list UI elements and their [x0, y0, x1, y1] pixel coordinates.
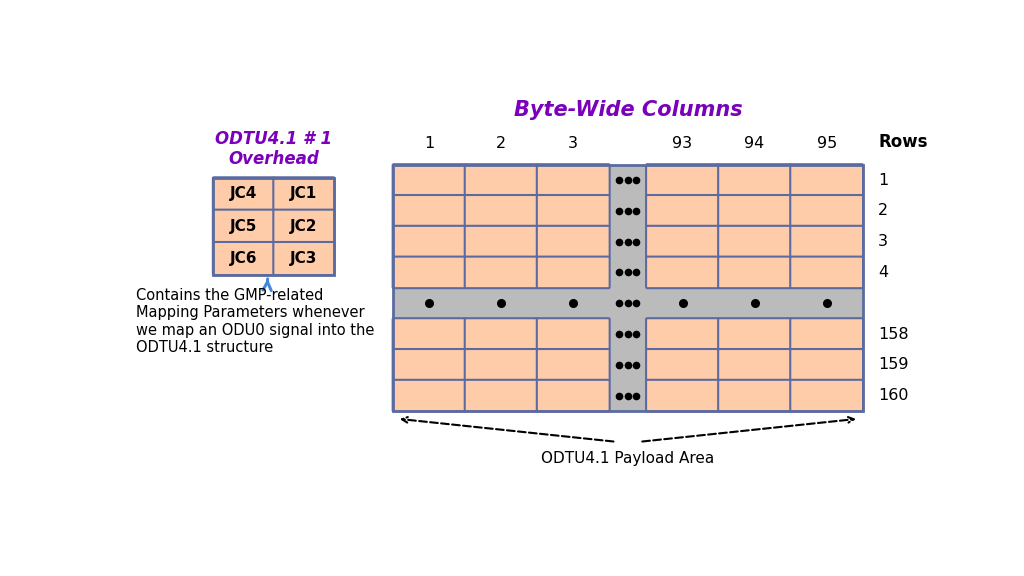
- FancyBboxPatch shape: [537, 257, 609, 288]
- FancyBboxPatch shape: [537, 349, 609, 381]
- FancyBboxPatch shape: [791, 195, 863, 226]
- Text: 158: 158: [879, 327, 909, 342]
- FancyBboxPatch shape: [718, 318, 791, 350]
- FancyBboxPatch shape: [791, 257, 863, 288]
- FancyBboxPatch shape: [465, 164, 538, 196]
- Text: 2: 2: [879, 203, 889, 218]
- FancyBboxPatch shape: [646, 164, 719, 196]
- Text: 93: 93: [673, 136, 692, 151]
- FancyBboxPatch shape: [392, 318, 466, 350]
- FancyBboxPatch shape: [465, 349, 538, 381]
- FancyBboxPatch shape: [465, 380, 538, 411]
- FancyBboxPatch shape: [213, 242, 274, 275]
- Text: ODTU4.1 Payload Area: ODTU4.1 Payload Area: [542, 451, 715, 466]
- Text: 1: 1: [424, 136, 434, 151]
- FancyBboxPatch shape: [537, 195, 609, 226]
- FancyBboxPatch shape: [646, 349, 719, 381]
- FancyBboxPatch shape: [718, 164, 791, 196]
- FancyBboxPatch shape: [537, 164, 609, 196]
- Text: 1: 1: [879, 172, 889, 188]
- Text: 160: 160: [879, 388, 908, 403]
- FancyBboxPatch shape: [791, 226, 863, 257]
- Text: 4: 4: [879, 265, 889, 280]
- Text: 94: 94: [744, 136, 765, 151]
- FancyBboxPatch shape: [718, 226, 791, 257]
- Text: ODTU4.1 # 1
Overhead: ODTU4.1 # 1 Overhead: [215, 130, 332, 168]
- FancyBboxPatch shape: [273, 177, 335, 210]
- FancyBboxPatch shape: [537, 226, 609, 257]
- FancyBboxPatch shape: [718, 349, 791, 381]
- Text: Contains the GMP-related
Mapping Parameters whenever
we map an ODU0 signal into : Contains the GMP-related Mapping Paramet…: [136, 288, 374, 355]
- FancyBboxPatch shape: [646, 195, 719, 226]
- Text: Rows: Rows: [879, 132, 928, 151]
- FancyBboxPatch shape: [646, 226, 719, 257]
- Text: 2: 2: [496, 136, 506, 151]
- Text: JC4: JC4: [229, 187, 257, 202]
- FancyBboxPatch shape: [392, 195, 466, 226]
- Text: JC3: JC3: [290, 251, 317, 266]
- Text: 95: 95: [816, 136, 837, 151]
- FancyBboxPatch shape: [213, 177, 274, 210]
- FancyBboxPatch shape: [718, 380, 791, 411]
- Text: JC5: JC5: [229, 219, 257, 234]
- FancyBboxPatch shape: [392, 164, 466, 196]
- FancyBboxPatch shape: [392, 257, 466, 288]
- FancyBboxPatch shape: [273, 242, 335, 275]
- Text: Byte-Wide Columns: Byte-Wide Columns: [514, 100, 742, 120]
- Bar: [393, 165, 862, 411]
- FancyBboxPatch shape: [392, 349, 466, 381]
- Text: 159: 159: [879, 357, 908, 372]
- FancyBboxPatch shape: [465, 318, 538, 350]
- FancyBboxPatch shape: [791, 164, 863, 196]
- Text: 3: 3: [568, 136, 579, 151]
- FancyBboxPatch shape: [537, 318, 609, 350]
- FancyBboxPatch shape: [392, 380, 466, 411]
- FancyBboxPatch shape: [646, 318, 719, 350]
- FancyBboxPatch shape: [791, 349, 863, 381]
- Bar: [609, 165, 646, 411]
- Text: JC2: JC2: [290, 219, 317, 234]
- FancyBboxPatch shape: [718, 195, 791, 226]
- Text: JC6: JC6: [229, 251, 257, 266]
- FancyBboxPatch shape: [213, 210, 274, 242]
- FancyBboxPatch shape: [465, 195, 538, 226]
- FancyBboxPatch shape: [791, 380, 863, 411]
- FancyBboxPatch shape: [537, 380, 609, 411]
- FancyBboxPatch shape: [791, 318, 863, 350]
- FancyBboxPatch shape: [392, 226, 466, 257]
- Text: JC1: JC1: [290, 187, 317, 202]
- FancyBboxPatch shape: [465, 257, 538, 288]
- FancyBboxPatch shape: [646, 257, 719, 288]
- Bar: [213, 177, 334, 275]
- FancyBboxPatch shape: [273, 210, 335, 242]
- Text: 3: 3: [879, 234, 888, 249]
- FancyBboxPatch shape: [465, 226, 538, 257]
- FancyBboxPatch shape: [646, 380, 719, 411]
- Bar: [393, 288, 862, 319]
- FancyBboxPatch shape: [718, 257, 791, 288]
